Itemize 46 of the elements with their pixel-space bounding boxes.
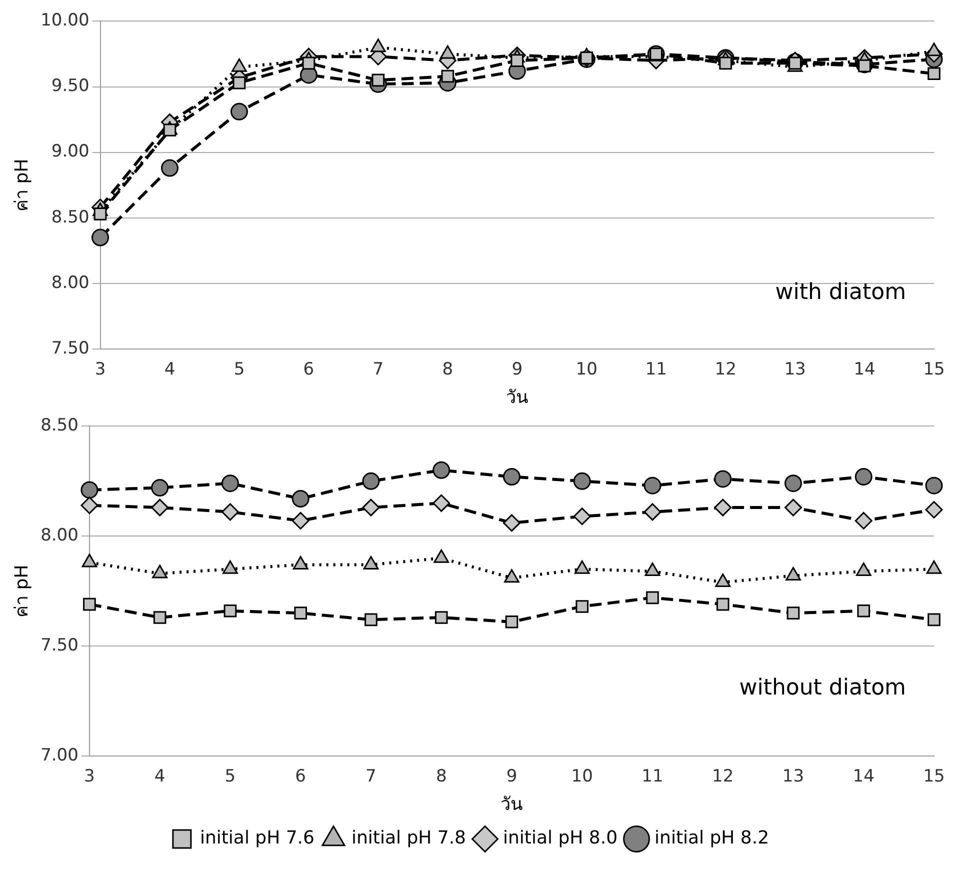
x-tick-label: 10 (576, 360, 598, 380)
y-axis-title: ค่า pH (11, 158, 32, 212)
x-tick-label: 12 (714, 360, 736, 380)
x-tick-label: 15 (923, 360, 945, 380)
x-tick-label: 10 (571, 766, 593, 787)
legend-label: initial pH 8.0 (503, 828, 618, 849)
x-tick-label: 4 (154, 766, 166, 787)
legend-label: initial pH 7.6 (200, 828, 314, 849)
x-tick-label: 8 (442, 360, 454, 380)
x-tick-label: 3 (84, 766, 95, 787)
x-tick-label: 9 (506, 766, 518, 787)
y-tick-label: 8.50 (40, 416, 78, 436)
x-axis-title: วัน (506, 386, 528, 408)
annotation: with diatom (775, 280, 906, 305)
y-tick-label: 7.00 (40, 745, 78, 766)
x-tick-label: 4 (164, 360, 176, 380)
y-axis-title: ค่า pH (11, 564, 32, 618)
x-tick-label: 11 (645, 360, 667, 380)
x-tick-label: 7 (366, 766, 376, 787)
x-tick-label: 6 (295, 766, 306, 787)
x-tick-label: 6 (303, 360, 314, 380)
x-tick-label: 11 (642, 766, 664, 787)
y-tick-label: 9.00 (51, 142, 90, 162)
x-tick-label: 14 (852, 766, 874, 787)
x-tick-label: 13 (784, 360, 806, 380)
y-tick-label: 9.50 (51, 76, 90, 96)
x-tick-label: 5 (224, 766, 236, 787)
legend-label: initial pH 8.2 (654, 828, 770, 849)
y-tick-label: 8.50 (51, 207, 90, 228)
x-axis-title: วัน (500, 794, 523, 815)
x-tick-label: 9 (512, 360, 523, 380)
x-tick-label: 14 (854, 360, 876, 380)
y-tick-label: 10.00 (40, 10, 90, 31)
x-tick-label: 3 (94, 360, 106, 380)
x-tick-label: 15 (923, 766, 945, 787)
y-tick-label: 7.50 (51, 338, 90, 358)
x-tick-label: 13 (782, 766, 804, 787)
legend-label: initial pH 7.8 (351, 828, 466, 849)
y-tick-label: 7.50 (40, 635, 78, 656)
y-tick-label: 8.00 (40, 526, 78, 546)
x-tick-label: 8 (436, 766, 447, 787)
x-tick-label: 12 (712, 766, 734, 787)
x-tick-label: 7 (372, 360, 384, 380)
x-tick-label: 5 (234, 360, 245, 380)
y-tick-label: 8.00 (51, 272, 90, 293)
annotation: without diatom (739, 676, 906, 701)
